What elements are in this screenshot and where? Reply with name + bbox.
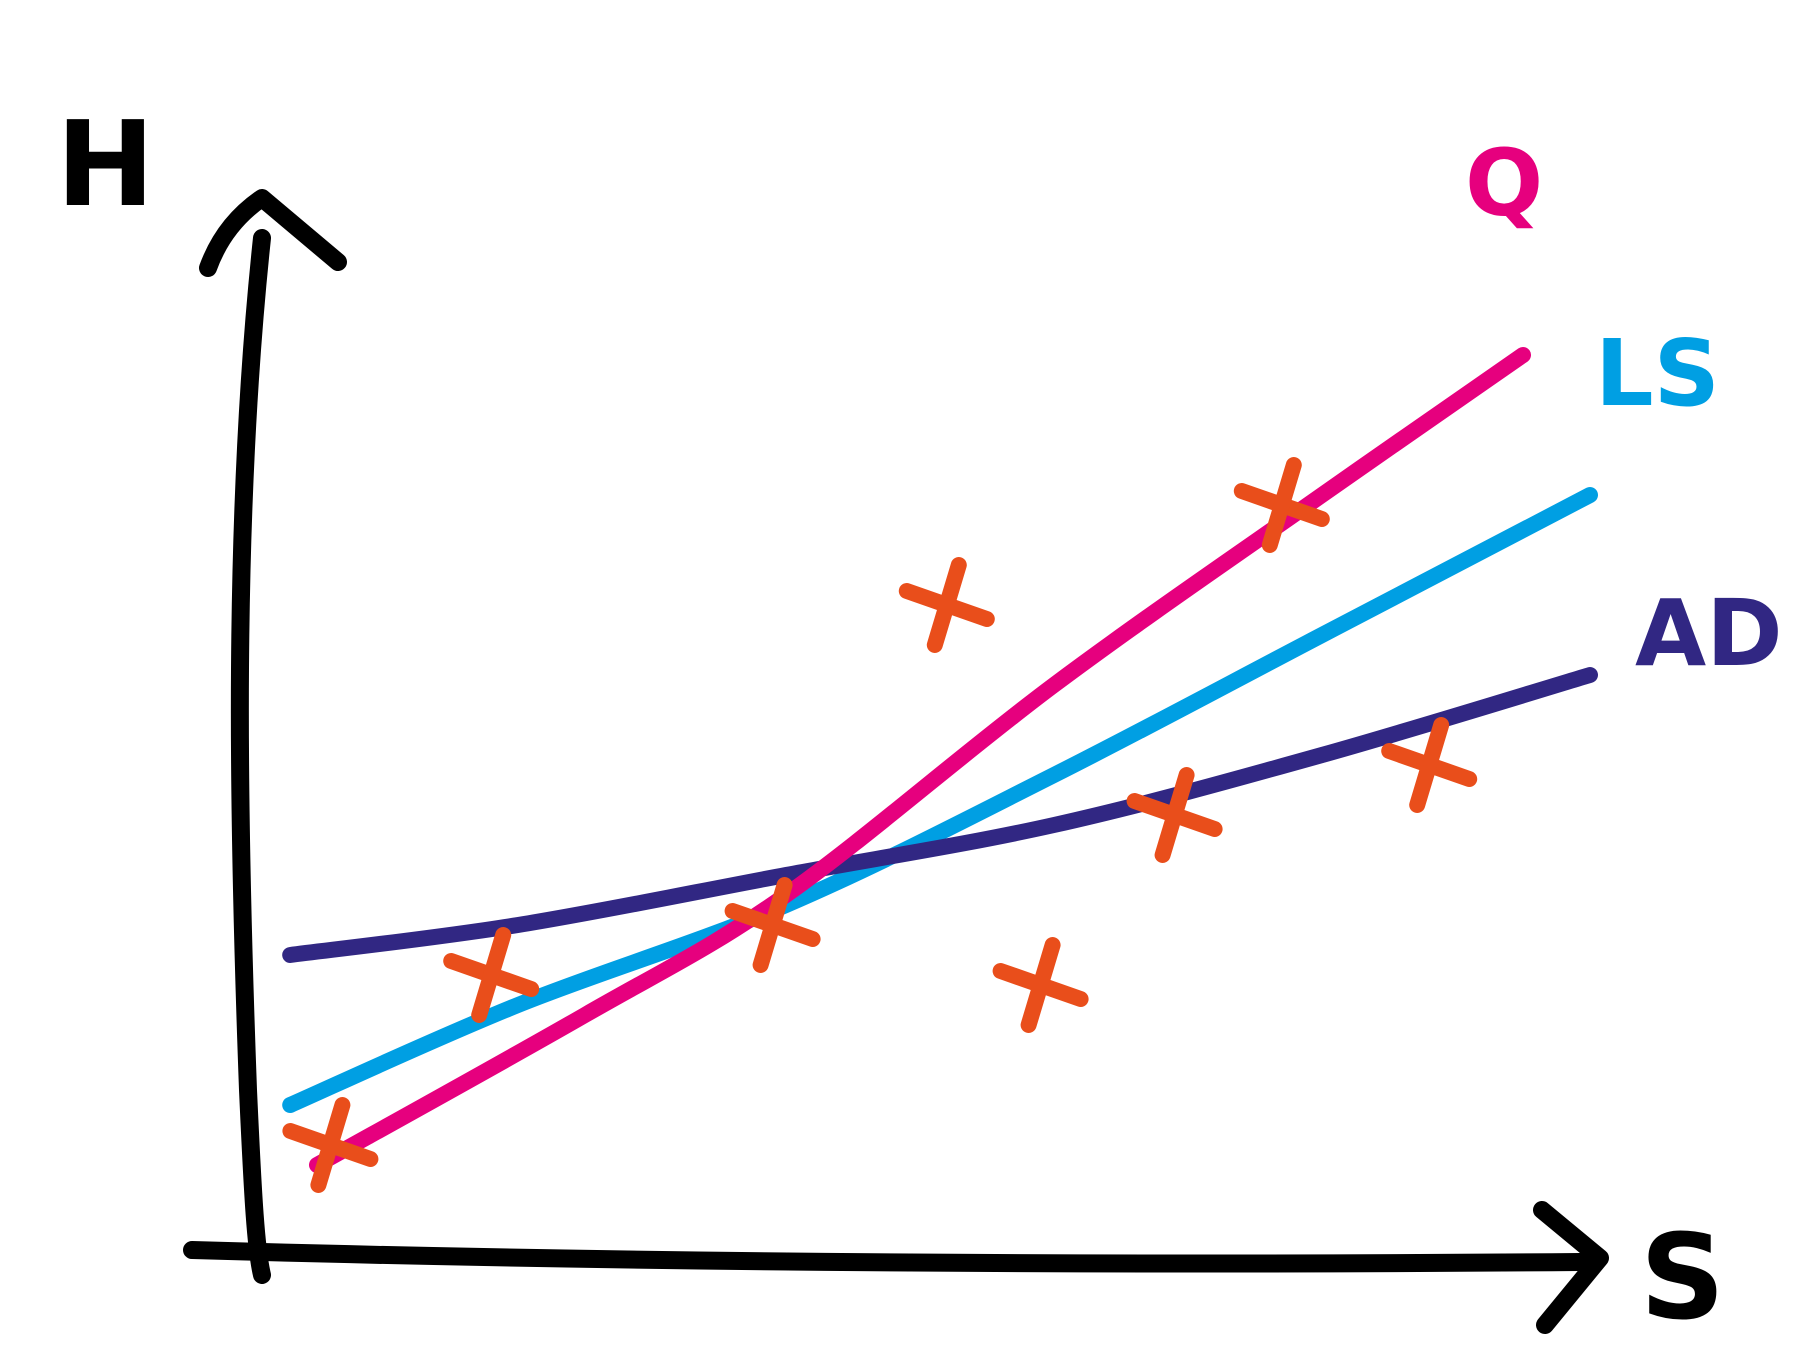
fit-lines <box>282 347 1598 1173</box>
legend-label-q: Q <box>1465 130 1543 237</box>
x-axis-arrowhead <box>1533 1201 1609 1334</box>
y-axis-line <box>230 229 271 1284</box>
data-point <box>898 557 995 653</box>
data-point <box>1233 457 1330 553</box>
data-points <box>282 457 1478 1193</box>
legend: Q LS AD <box>1465 130 1783 687</box>
y-axis-arrowhead <box>199 189 347 277</box>
series-line-ad <box>282 667 1598 963</box>
data-point <box>1126 767 1223 863</box>
data-point <box>992 937 1089 1033</box>
data-point <box>282 1097 379 1193</box>
data-point <box>1381 717 1478 813</box>
series-line-ls <box>282 487 1598 1113</box>
x-axis-label: S <box>1640 1208 1725 1346</box>
legend-label-ad: AD <box>1635 580 1783 687</box>
y-axis-label: H <box>56 95 155 233</box>
data-point <box>443 927 540 1023</box>
legend-label-ls: LS <box>1595 320 1720 427</box>
data-point <box>724 877 821 973</box>
axes: H S <box>56 95 1725 1346</box>
series-line-q <box>309 347 1531 1173</box>
x-axis-line <box>183 1241 1589 1273</box>
